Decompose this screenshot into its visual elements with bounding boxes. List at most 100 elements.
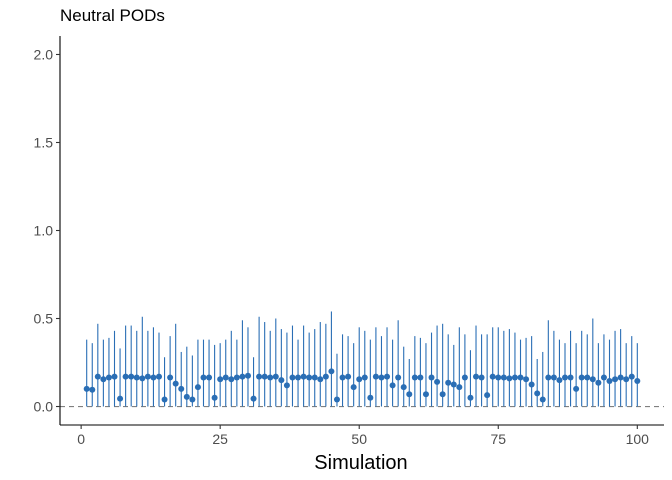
data-point <box>434 378 441 385</box>
data-point <box>172 380 179 387</box>
data-point <box>478 374 485 381</box>
data-point <box>389 382 396 389</box>
data-point <box>628 373 635 380</box>
data-point <box>595 379 602 386</box>
data-point <box>562 374 569 381</box>
data-point <box>300 373 307 380</box>
data-point <box>244 372 251 379</box>
data-point <box>517 374 524 381</box>
data-point <box>495 374 502 381</box>
data-point <box>456 384 463 391</box>
data-point <box>222 374 229 381</box>
y-tick-label: 0.5 <box>34 311 54 327</box>
data-point <box>345 373 352 380</box>
data-point <box>589 376 596 383</box>
data-point <box>295 374 302 381</box>
data-point <box>339 374 346 381</box>
data-point <box>439 391 446 398</box>
plot-area: 0.0 0.5 1.0 1.5 2.0 0 25 50 75 100 <box>34 36 664 447</box>
x-tick-label: 50 <box>351 431 367 447</box>
data-point <box>489 373 496 380</box>
data-point <box>194 384 201 391</box>
data-point <box>83 385 90 392</box>
y-tick-label: 1.0 <box>34 223 54 239</box>
x-tick-label: 25 <box>212 431 228 447</box>
data-point <box>289 374 296 381</box>
data-point <box>117 395 124 402</box>
y-tick-label: 0.0 <box>34 399 54 415</box>
data-point <box>239 373 246 380</box>
data-point <box>261 373 268 380</box>
data-point <box>122 373 129 380</box>
data-point <box>372 373 379 380</box>
data-point <box>634 377 641 384</box>
data-point <box>133 374 140 381</box>
data-point <box>217 376 224 383</box>
data-point <box>623 376 630 383</box>
data-point <box>617 374 624 381</box>
data-point <box>473 373 480 380</box>
data-point <box>311 374 318 381</box>
data-point <box>417 374 424 381</box>
data-point <box>573 385 580 392</box>
data-point <box>534 390 541 397</box>
data-point <box>606 377 613 384</box>
data-point <box>400 384 407 391</box>
data-point <box>161 396 168 403</box>
data-point <box>600 374 607 381</box>
data-point <box>139 375 146 382</box>
data-point <box>233 374 240 381</box>
data-point <box>567 374 574 381</box>
data-point <box>283 382 290 389</box>
data-point <box>94 373 101 380</box>
data-point <box>200 374 207 381</box>
data-point <box>278 377 285 384</box>
data-point <box>584 374 591 381</box>
data-point <box>406 391 413 398</box>
data-point <box>556 377 563 384</box>
data-point <box>545 374 552 381</box>
data-point <box>450 381 457 388</box>
data-point <box>461 374 468 381</box>
y-tick-label: 1.5 <box>34 134 54 150</box>
data-point <box>317 376 324 383</box>
data-point <box>333 396 340 403</box>
data-point <box>550 374 557 381</box>
data-point <box>189 396 196 403</box>
data-point <box>256 373 263 380</box>
data-point <box>361 374 368 381</box>
data-point <box>272 373 279 380</box>
data-point <box>206 374 213 381</box>
data-point <box>150 374 157 381</box>
x-axis-title: Simulation <box>314 452 407 474</box>
data-point <box>328 368 335 375</box>
data-point <box>100 376 107 383</box>
data-point <box>250 395 257 402</box>
data-point <box>350 384 357 391</box>
data-point <box>506 375 513 382</box>
data-point <box>578 374 585 381</box>
data-point <box>422 391 429 398</box>
data-point <box>228 376 235 383</box>
y-tick-label: 2.0 <box>34 46 54 62</box>
data-point <box>428 374 435 381</box>
chart-title: Neutral PODs <box>60 6 165 25</box>
data-point <box>411 374 418 381</box>
data-point <box>105 374 112 381</box>
data-point <box>144 373 151 380</box>
data-point <box>267 374 274 381</box>
data-point <box>89 386 96 393</box>
data-point <box>511 374 518 381</box>
data-point <box>528 381 535 388</box>
x-tick-label: 0 <box>77 431 85 447</box>
data-point <box>128 373 135 380</box>
data-point <box>523 376 530 383</box>
data-point <box>500 374 507 381</box>
data-point <box>167 374 174 381</box>
data-point <box>178 385 185 392</box>
data-point <box>155 373 162 380</box>
data-point <box>306 374 313 381</box>
data-point <box>395 374 402 381</box>
data-point <box>322 373 329 380</box>
